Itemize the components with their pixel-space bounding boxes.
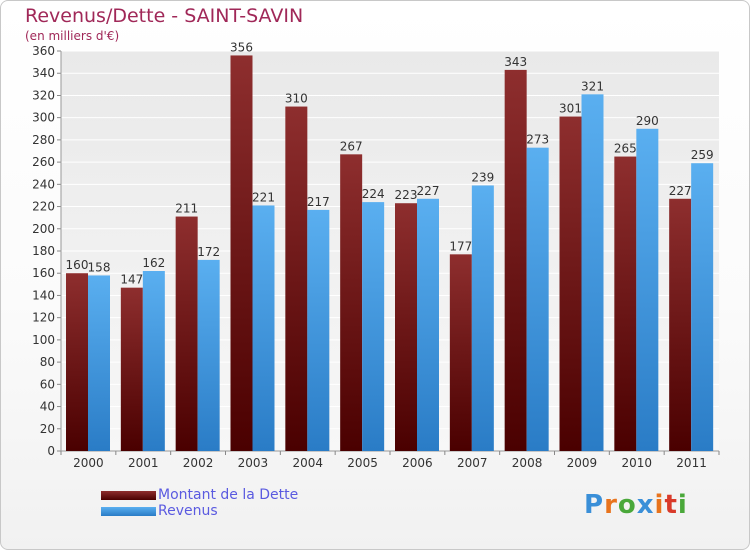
data-label-revenus: 224 xyxy=(362,187,385,201)
bar-revenus xyxy=(691,163,714,451)
x-tick-label: 2001 xyxy=(128,456,159,470)
data-label-dette: 177 xyxy=(449,239,472,253)
y-tick-label: 0 xyxy=(47,444,55,458)
bar-dette xyxy=(614,156,637,452)
legend-swatch-revenus xyxy=(101,506,156,516)
data-label-dette: 147 xyxy=(120,273,143,287)
y-tick-label: 240 xyxy=(32,177,55,191)
data-label-dette: 301 xyxy=(559,102,582,116)
bar-dette xyxy=(285,106,308,452)
data-label-revenus: 221 xyxy=(252,190,275,204)
x-tick-label: 2004 xyxy=(292,456,323,470)
legend-item-dette: Montant de la Dette xyxy=(101,487,298,503)
data-label-dette: 310 xyxy=(285,92,308,106)
bar-dette xyxy=(340,154,363,452)
logo-letter: o xyxy=(617,490,637,520)
bar-dette xyxy=(120,287,143,451)
bar-dette xyxy=(66,273,88,451)
plot-area: 0 20 40 60 80 100 120 140 160 180 200 220 240 260 280 3… xyxy=(32,40,720,470)
y-tick-label: 60 xyxy=(40,377,55,391)
bar-dette xyxy=(175,216,198,451)
data-label-dette: 223 xyxy=(395,188,418,202)
logo-letter: P xyxy=(584,490,605,520)
bar-revenus xyxy=(142,271,165,451)
bar-dette xyxy=(230,55,253,451)
y-tick-label: 340 xyxy=(32,66,55,80)
bar-revenus xyxy=(197,259,220,451)
y-tick-label: 320 xyxy=(32,88,55,102)
data-label-revenus: 227 xyxy=(417,184,440,198)
y-tick-label: 80 xyxy=(40,355,55,369)
data-label-revenus: 217 xyxy=(307,195,330,209)
y-tick-label: 300 xyxy=(32,111,55,125)
y-tick-label: 160 xyxy=(32,266,55,280)
data-label-revenus: 321 xyxy=(581,79,604,93)
x-tick-label: 2008 xyxy=(512,456,543,470)
data-label-revenus: 290 xyxy=(636,114,659,128)
chart-title: Revenus/Dette - SAINT-SAVIN xyxy=(25,5,304,27)
x-tick-label: 2010 xyxy=(621,456,652,470)
bar-revenus xyxy=(526,147,549,451)
chart-subtitle: (en milliers d'€) xyxy=(25,29,120,43)
y-tick-label: 120 xyxy=(32,311,55,325)
logo-letter: x xyxy=(636,490,655,520)
x-tick-label: 2003 xyxy=(238,456,269,470)
proxiti-logo: Proxiti xyxy=(584,490,688,520)
bar-revenus xyxy=(307,209,330,451)
y-tick-label: 200 xyxy=(32,222,55,236)
bar-revenus xyxy=(362,202,385,451)
x-tick-label: 2002 xyxy=(183,456,214,470)
data-label-dette: 343 xyxy=(504,55,527,69)
bar-revenus xyxy=(88,275,110,451)
bar-dette xyxy=(395,203,417,451)
y-tick-label: 140 xyxy=(32,288,55,302)
data-label-dette: 265 xyxy=(614,142,637,156)
bar-dette xyxy=(449,254,472,451)
y-tick-label: 180 xyxy=(32,244,55,258)
data-label-dette: 160 xyxy=(66,258,89,272)
x-tick-label: 2007 xyxy=(457,456,488,470)
x-tick-label: 2009 xyxy=(567,456,598,470)
bar-revenus xyxy=(581,94,604,451)
bar-revenus xyxy=(252,205,275,451)
y-tick-label: 20 xyxy=(40,422,55,436)
bar-dette xyxy=(669,198,692,451)
bar-dette xyxy=(559,116,582,452)
x-tick-label: 2006 xyxy=(402,456,433,470)
bar-dette xyxy=(504,69,527,451)
x-tick-label: 2000 xyxy=(73,456,104,470)
data-label-revenus: 172 xyxy=(197,245,220,259)
data-label-dette: 267 xyxy=(340,139,363,153)
bar-revenus xyxy=(636,128,659,451)
legend-label-dette: Montant de la Dette xyxy=(158,487,299,503)
data-label-dette: 227 xyxy=(669,184,692,198)
y-tick-label: 100 xyxy=(32,333,55,347)
legend: Montant de la Dette Revenus xyxy=(101,487,298,519)
y-tick-label: 220 xyxy=(32,200,55,214)
legend-swatch-dette xyxy=(101,490,156,500)
data-label-revenus: 273 xyxy=(526,133,549,147)
data-label-dette: 211 xyxy=(175,202,198,216)
data-label-dette: 356 xyxy=(230,40,253,54)
x-tick-label: 2005 xyxy=(347,456,378,470)
logo-letter: i xyxy=(654,490,665,520)
data-label-revenus: 158 xyxy=(88,260,111,274)
data-label-revenus: 239 xyxy=(471,170,494,184)
y-tick-label: 280 xyxy=(32,133,55,147)
bar-revenus xyxy=(417,198,439,451)
legend-label-revenus: Revenus xyxy=(158,503,218,519)
bar-revenus xyxy=(471,185,494,451)
y-tick-label: 40 xyxy=(40,400,55,414)
logo-letter: t xyxy=(664,490,678,520)
logo-letter: i xyxy=(677,490,688,520)
legend-item-revenus: Revenus xyxy=(101,503,298,519)
y-tick-label: 260 xyxy=(32,155,55,169)
data-label-revenus: 259 xyxy=(691,148,714,162)
y-tick-label: 360 xyxy=(32,44,55,58)
data-label-revenus: 162 xyxy=(142,256,165,270)
x-tick-label: 2011 xyxy=(676,456,707,470)
logo-letter: r xyxy=(604,490,618,520)
